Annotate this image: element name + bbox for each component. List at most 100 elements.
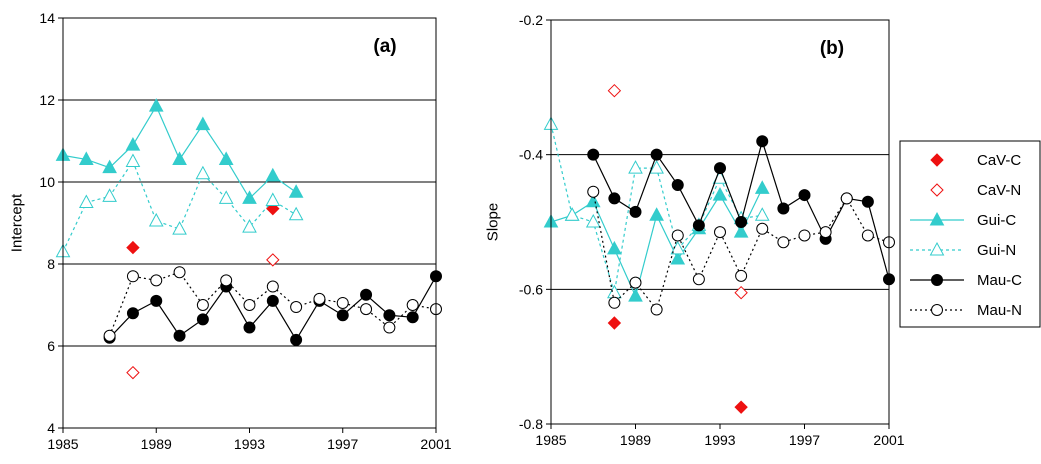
- panel-a-maun-point: [126, 270, 139, 283]
- panel-a-ytick-label: 10: [39, 174, 55, 190]
- panel-a-ytick-label: 12: [39, 92, 55, 108]
- panel-b-maun-point: [756, 222, 769, 235]
- legend-marker-cavc: [930, 153, 944, 167]
- panel-a-guin-point: [195, 165, 211, 180]
- panel-b-xtick-label: 2001: [873, 432, 904, 448]
- legend-marker-maun: [931, 304, 943, 316]
- panel-a-guin-point: [218, 190, 234, 204]
- panel-b-maun-point: [777, 236, 790, 249]
- panel-a-maun-point: [220, 274, 233, 287]
- panel-a-maun-point: [313, 292, 326, 305]
- legend-marker-mauc: [931, 274, 943, 286]
- panel-a-series-guin: [55, 153, 304, 258]
- panel-b: -0.8 -0.6 -0.4 -0.2 1985 1989 1993 1997 2001 (b)…: [484, 12, 905, 448]
- panel-b-maun-point: [608, 296, 621, 309]
- panel-b-xtick-label: 1997: [789, 432, 820, 448]
- panel-b-maun-point: [819, 226, 832, 239]
- panel-b-series-cavc: [607, 316, 748, 414]
- panel-a-cavn-point: [266, 253, 280, 267]
- panel-b-guic-point: [670, 250, 686, 265]
- panel-a-guin-point: [148, 212, 164, 227]
- panel-a-ylabel: Intercept: [8, 193, 25, 252]
- panel-b-ytick-label: -0.2: [519, 12, 543, 28]
- panel-b-series-mauc: [587, 135, 895, 286]
- legend-item-mauc: Mau-C: [910, 272, 1022, 289]
- legend-item-guin: Gui-N: [910, 241, 1016, 259]
- panel-b-guin-point: [754, 207, 770, 221]
- panel-a-mauc-point: [383, 309, 396, 322]
- panel-a-guic-point: [195, 116, 211, 131]
- panel-a-maun-point: [150, 274, 163, 287]
- panel-a-maun-point: [383, 321, 396, 334]
- panel-a-guic-point: [78, 151, 94, 165]
- panel-a-guic-point: [148, 98, 164, 112]
- panel-b-series-guic: [543, 180, 770, 302]
- panel-b-mauc-point: [735, 216, 748, 228]
- panel-b-xtick-label: 1985: [535, 432, 566, 448]
- panel-b-mauc-point: [608, 192, 621, 205]
- panel-b-guic-line: [550, 188, 763, 298]
- panel-b-mauc-point: [650, 148, 663, 161]
- panel-a-mauc-point: [336, 309, 349, 322]
- legend-label-cavc: CaV-C: [977, 152, 1021, 169]
- panel-a-maun-line: [109, 271, 437, 336]
- legend-item-cavn: CaV-N: [930, 182, 1021, 199]
- panel-a-maun-point: [103, 329, 116, 342]
- panel-a-guic-point: [265, 167, 281, 182]
- panel-b-ytick-label: -0.4: [519, 147, 543, 163]
- panel-a-ytick-label: 4: [47, 420, 55, 436]
- panel-a-label: (a): [373, 36, 396, 57]
- panel-b-guin-point: [649, 160, 664, 174]
- panel-b-guin-point: [628, 160, 643, 174]
- legend-label-maun: Mau-N: [977, 302, 1022, 319]
- legend-marker-cavn: [930, 183, 944, 197]
- panel-b-maun-point: [692, 273, 705, 286]
- panel-b-mauc-point: [756, 135, 769, 148]
- panel-a-guin-point: [125, 153, 141, 167]
- panel-b-guic-point: [649, 207, 664, 221]
- panel-a-guic-point: [288, 184, 304, 198]
- panel-a-xtick-label: 2001: [420, 436, 451, 452]
- panel-a-guic-point: [242, 190, 257, 204]
- panel-b-series-cavn: [607, 83, 748, 300]
- panel-a-cavn-point: [126, 365, 140, 380]
- panel-a-maun-point: [243, 299, 256, 311]
- panel-a-maun-point: [266, 280, 279, 293]
- panel-a-xtick-label: 1985: [47, 436, 78, 452]
- panel-a-mauc-point: [126, 307, 139, 320]
- panel-b-mauc-point: [692, 219, 705, 232]
- panel-b-cavn-point: [734, 285, 748, 300]
- panel-b-maun-point: [671, 229, 684, 242]
- panel-a-guin-point: [172, 221, 187, 235]
- panel-a-maun-point: [196, 299, 209, 311]
- panel-b-guin-point: [585, 213, 601, 228]
- panel-b-xtick-label: 1989: [620, 432, 651, 448]
- panel-b-mauc-point: [861, 195, 874, 208]
- panel-a-mauc-point: [290, 333, 303, 346]
- panel-b-maun-point: [798, 229, 811, 242]
- panel-a-guic-point: [125, 137, 141, 151]
- panel-b-maun-point: [587, 185, 600, 198]
- panel-b-series: [543, 83, 895, 414]
- panel-a-mauc-point: [406, 311, 419, 324]
- legend: CaV-C CaV-N Gui-C Gui-N Mau-C Mau-N: [899, 140, 1041, 328]
- panel-b-mauc-point: [714, 162, 726, 175]
- panel-a-guin-point: [102, 188, 117, 202]
- panel-a-series-cavn: [126, 253, 280, 380]
- legend-label-guin: Gui-N: [977, 242, 1016, 259]
- panel-b-ticks: -0.8 -0.6 -0.4 -0.2 1985 1989 1993 1997 2001: [519, 12, 905, 448]
- legend-item-guic: Gui-C: [910, 211, 1016, 229]
- panel-a-series-guic: [55, 98, 304, 204]
- panel-b-guin-point: [607, 284, 622, 299]
- panel-b-series-maun: [587, 185, 895, 316]
- panel-a-mauc-point: [360, 288, 373, 301]
- legend-marker-guic: [929, 211, 945, 226]
- panel-a-mauc-point: [150, 294, 163, 307]
- panel-a-series: [55, 98, 442, 380]
- panel-a-maun-point: [173, 266, 186, 279]
- panel-b-cavn-point: [607, 83, 622, 98]
- panel-b-label: (b): [820, 38, 844, 59]
- panel-b-gridlines: [551, 154, 889, 290]
- panel-b-ylabel: Slope: [484, 203, 501, 241]
- panel-b-guin-point: [564, 207, 580, 221]
